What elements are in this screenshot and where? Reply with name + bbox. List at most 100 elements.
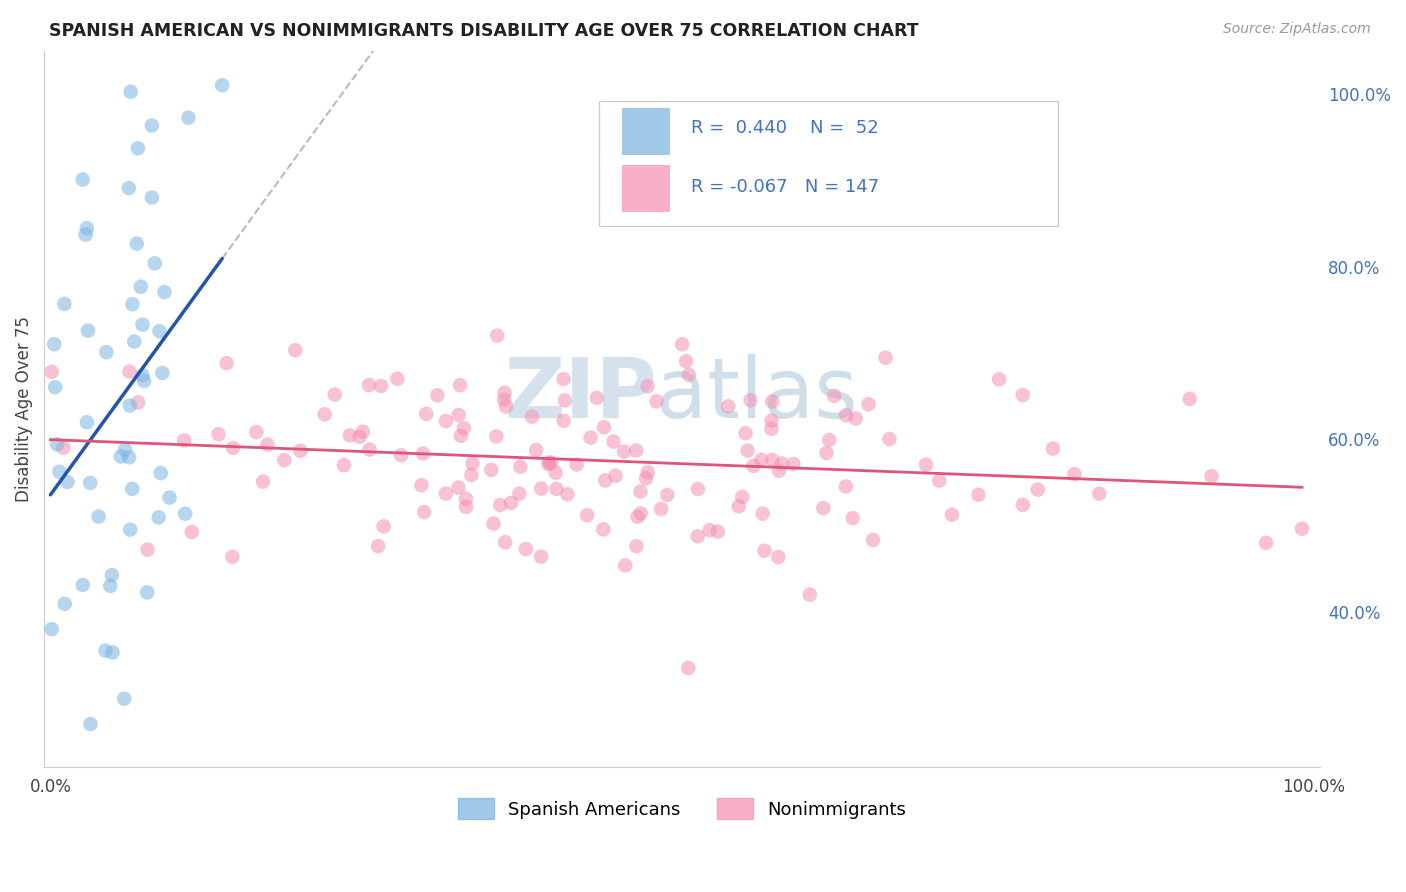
Point	[125, 236, 148, 251]
Point	[740, 393, 762, 408]
Point	[761, 453, 783, 467]
Point	[768, 464, 790, 478]
FancyBboxPatch shape	[621, 108, 671, 154]
Point	[110, 450, 132, 464]
Point	[339, 428, 361, 442]
Point	[131, 368, 153, 383]
Point	[676, 661, 699, 675]
FancyBboxPatch shape	[621, 165, 671, 212]
Point	[1291, 522, 1313, 536]
Point	[143, 256, 166, 270]
Point	[387, 372, 409, 386]
Point	[530, 482, 553, 496]
Point	[207, 427, 229, 442]
Text: R = -0.067   N = 147: R = -0.067 N = 147	[690, 178, 879, 196]
Point	[118, 450, 141, 465]
Point	[818, 433, 841, 447]
Point	[141, 119, 163, 133]
Point	[1201, 469, 1223, 483]
Point	[1063, 467, 1085, 482]
Point	[412, 446, 434, 460]
Point	[499, 496, 522, 510]
Point	[841, 511, 863, 525]
Point	[72, 578, 94, 592]
Point	[770, 457, 793, 471]
Point	[1011, 388, 1033, 402]
Text: atlas: atlas	[657, 354, 858, 435]
Point	[734, 426, 756, 441]
Point	[671, 337, 693, 351]
Point	[858, 397, 880, 411]
Point	[173, 434, 195, 448]
Point	[75, 227, 97, 242]
Point	[637, 466, 659, 480]
Point	[129, 279, 152, 293]
Point	[96, 345, 118, 359]
Point	[915, 458, 938, 472]
Point	[413, 505, 436, 519]
Point	[454, 491, 477, 506]
Point	[675, 354, 697, 368]
Point	[751, 507, 773, 521]
Point	[630, 507, 652, 521]
Point	[314, 408, 336, 422]
Point	[799, 588, 821, 602]
Point	[149, 466, 172, 480]
Point	[835, 408, 858, 422]
Point	[118, 365, 141, 379]
Point	[101, 568, 124, 582]
Point	[1254, 536, 1277, 550]
Point	[650, 502, 672, 516]
Point	[495, 400, 517, 414]
Point	[546, 482, 568, 496]
Point	[44, 380, 66, 394]
Point	[434, 414, 457, 428]
FancyBboxPatch shape	[599, 101, 1059, 227]
Point	[585, 391, 607, 405]
Point	[1026, 483, 1049, 497]
Point	[121, 297, 143, 311]
Point	[879, 432, 901, 446]
Point	[614, 558, 637, 573]
Point	[815, 446, 838, 460]
Point	[727, 500, 749, 514]
Point	[686, 482, 709, 496]
Text: R =  0.440    N =  52: R = 0.440 N = 52	[690, 119, 879, 137]
Point	[112, 691, 135, 706]
Point	[626, 443, 648, 458]
Point	[357, 378, 380, 392]
Point	[48, 465, 70, 479]
Point	[593, 420, 616, 434]
Point	[447, 481, 470, 495]
Point	[576, 508, 599, 523]
Point	[352, 425, 374, 439]
Point	[136, 542, 159, 557]
Point	[349, 430, 371, 444]
Point	[749, 453, 772, 467]
Point	[76, 415, 98, 429]
Point	[537, 457, 560, 471]
Point	[565, 458, 588, 472]
Point	[515, 542, 537, 557]
Point	[148, 324, 170, 338]
Point	[453, 421, 475, 435]
Point	[699, 523, 721, 537]
Point	[127, 141, 149, 155]
Point	[553, 372, 575, 386]
Point	[98, 579, 121, 593]
Point	[79, 475, 101, 490]
Point	[252, 475, 274, 489]
Point	[132, 374, 155, 388]
Point	[323, 387, 346, 401]
Point	[754, 543, 776, 558]
Point	[626, 509, 648, 524]
Point	[120, 523, 142, 537]
Point	[122, 334, 145, 349]
Text: ZIP: ZIP	[503, 354, 657, 435]
Point	[177, 111, 200, 125]
Point	[875, 351, 897, 365]
Point	[494, 385, 516, 400]
Point	[211, 78, 233, 93]
Point	[707, 524, 730, 539]
Point	[630, 484, 652, 499]
